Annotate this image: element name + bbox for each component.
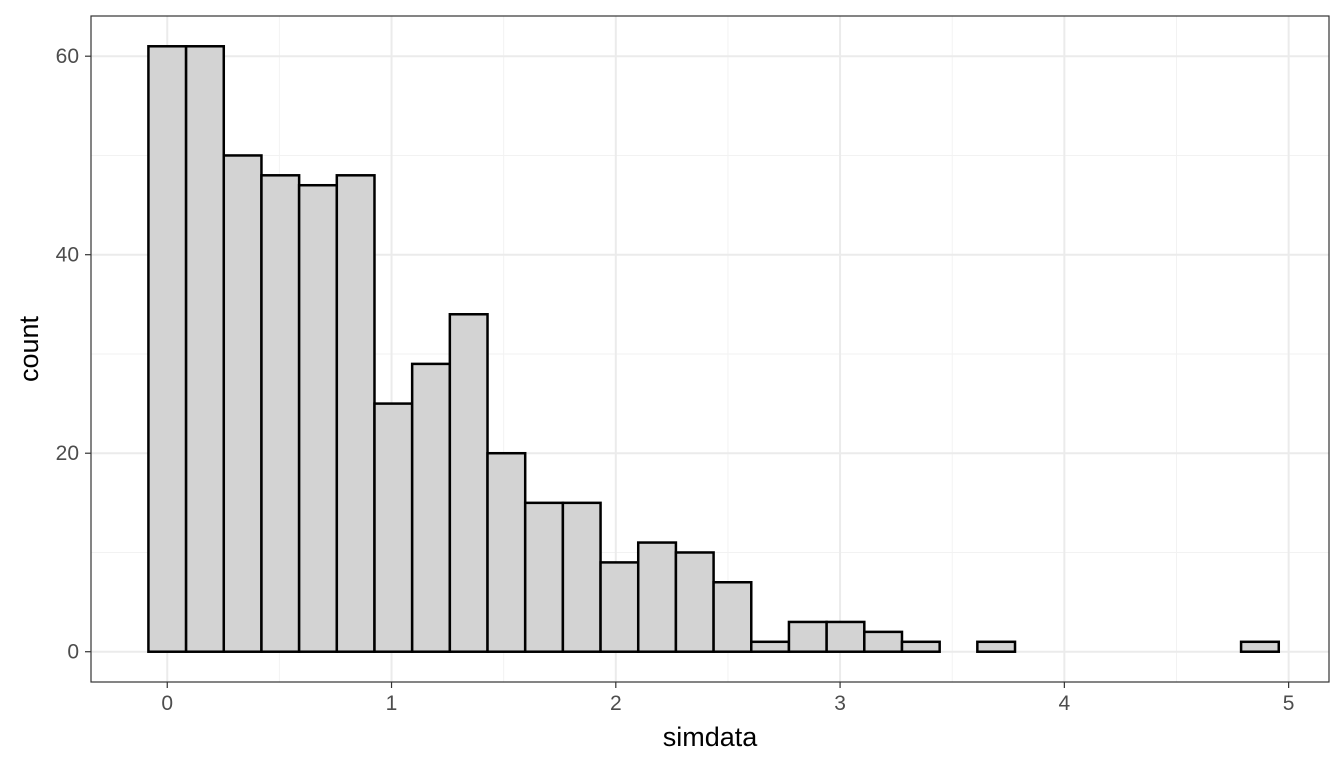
histogram-bar xyxy=(636,541,678,653)
histogram-bar xyxy=(260,174,301,653)
histogram-bar xyxy=(750,640,791,653)
x-tick-label: 4 xyxy=(1059,692,1071,715)
histogram-bar xyxy=(787,620,828,653)
histogram-bar xyxy=(599,561,640,653)
histogram-bar xyxy=(523,501,565,653)
bars xyxy=(147,45,1281,653)
histogram-bar xyxy=(373,402,414,653)
panel-border xyxy=(90,15,1330,683)
y-axis: 0 20 40 60 xyxy=(56,45,91,664)
histogram-bar xyxy=(486,451,527,653)
y-tick-label: 20 xyxy=(56,442,79,465)
histogram-bar xyxy=(976,640,1017,653)
histogram-bar xyxy=(561,501,602,653)
y-axis-title: count xyxy=(14,315,44,382)
y-tick-label: 0 xyxy=(67,641,79,664)
x-tick-label: 1 xyxy=(386,692,398,715)
x-axis-title: simdata xyxy=(663,722,759,752)
x-tick-label: 2 xyxy=(610,692,622,715)
y-tick-label: 60 xyxy=(56,45,79,68)
histogram-bar xyxy=(147,45,188,653)
histogram-bar xyxy=(297,183,339,653)
x-tick-label: 5 xyxy=(1283,692,1295,715)
x-axis: 0 1 2 3 4 5 xyxy=(161,682,1294,715)
histogram-bar xyxy=(712,580,753,653)
x-tick-label: 3 xyxy=(834,692,846,715)
histogram-bar xyxy=(825,620,866,653)
x-tick-label: 0 xyxy=(161,692,173,715)
histogram-bar xyxy=(900,640,941,653)
histogram-bar xyxy=(863,630,904,653)
histogram-bar xyxy=(1239,640,1281,653)
histogram-bar xyxy=(674,551,715,653)
histogram-bar xyxy=(335,174,376,653)
y-tick-label: 40 xyxy=(56,244,79,267)
histogram-bar xyxy=(448,313,489,653)
histogram-bar xyxy=(410,362,452,653)
histogram-bar xyxy=(184,45,226,653)
histogram-bar xyxy=(222,154,263,653)
